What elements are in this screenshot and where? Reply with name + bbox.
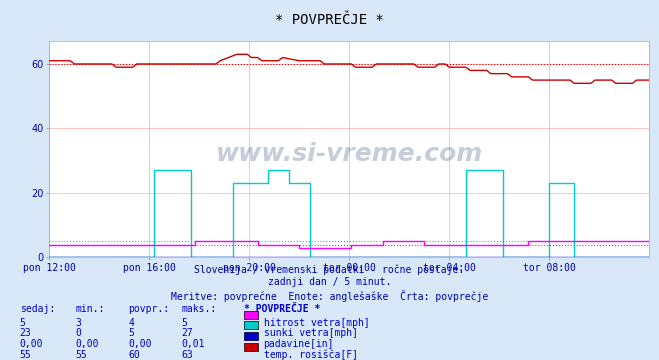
Text: 3: 3: [76, 318, 82, 328]
Text: maks.:: maks.:: [181, 304, 216, 314]
Text: 5: 5: [20, 318, 26, 328]
Text: padavine[in]: padavine[in]: [264, 339, 334, 349]
Text: 0: 0: [76, 328, 82, 338]
Text: 60: 60: [129, 350, 140, 360]
Text: 5: 5: [129, 328, 134, 338]
Text: 63: 63: [181, 350, 193, 360]
Text: temp. rosišča[F]: temp. rosišča[F]: [264, 350, 358, 360]
Text: zadnji dan / 5 minut.: zadnji dan / 5 minut.: [268, 277, 391, 287]
Text: * POVPREČJE *: * POVPREČJE *: [275, 13, 384, 27]
Text: sunki vetra[mph]: sunki vetra[mph]: [264, 328, 358, 338]
Text: 4: 4: [129, 318, 134, 328]
Text: hitrost vetra[mph]: hitrost vetra[mph]: [264, 318, 369, 328]
Text: 0,00: 0,00: [20, 339, 43, 349]
Text: Slovenija / vremenski podatki - ročne postaje.: Slovenija / vremenski podatki - ročne po…: [194, 265, 465, 275]
Text: 0,01: 0,01: [181, 339, 205, 349]
Text: 5: 5: [181, 318, 187, 328]
Text: 27: 27: [181, 328, 193, 338]
Text: 55: 55: [20, 350, 32, 360]
Text: sedaj:: sedaj:: [20, 304, 55, 314]
Text: 0,00: 0,00: [76, 339, 100, 349]
Text: Meritve: povprečne  Enote: anglešaške  Črta: povprečje: Meritve: povprečne Enote: anglešaške Črt…: [171, 290, 488, 302]
Text: min.:: min.:: [76, 304, 105, 314]
Text: povpr.:: povpr.:: [129, 304, 169, 314]
Text: 55: 55: [76, 350, 88, 360]
Text: 0,00: 0,00: [129, 339, 152, 349]
Text: 23: 23: [20, 328, 32, 338]
Text: www.si-vreme.com: www.si-vreme.com: [215, 142, 483, 166]
Text: * POVPREČJE *: * POVPREČJE *: [244, 304, 320, 314]
